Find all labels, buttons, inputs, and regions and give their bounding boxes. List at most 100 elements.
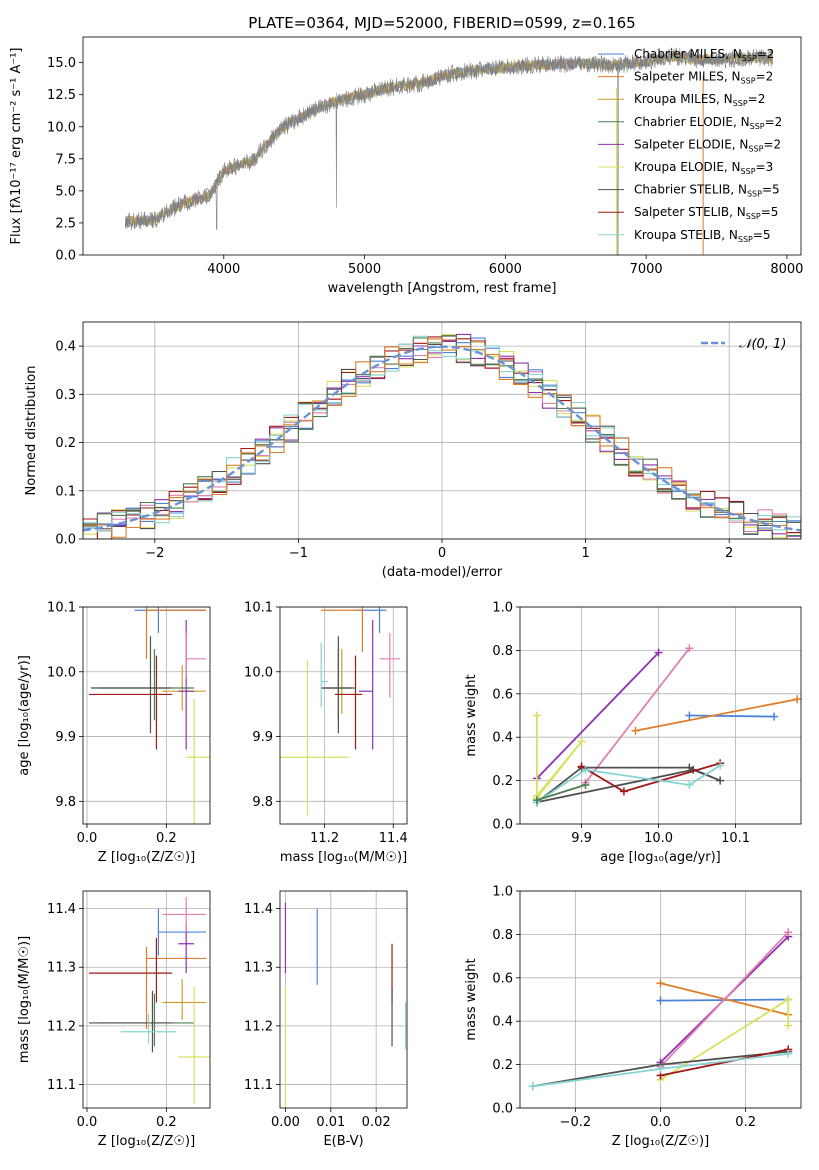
y-axis-label: mass weight (464, 674, 479, 756)
x-tick-label: 4000 (207, 262, 240, 277)
spectrum-lines (124, 47, 773, 255)
x-tick-label: 11.2 (310, 831, 339, 846)
mass-vs-Z-axes: 0.0 0.2 11.1 11.2 11.3 11.4 Z [log₁₀(Z/Z☉)] mas… (17, 890, 211, 1149)
y-tick-label: 0.6 (492, 687, 513, 702)
errorbar-group (280, 607, 401, 816)
y-tick-label: 0.3 (55, 388, 76, 403)
legend-entry: Kroupa MILES, NSSP=2 (634, 92, 765, 108)
x-tick-label: 0.02 (362, 1115, 391, 1130)
errorbar-group (88, 607, 210, 824)
y-tick-label: 11.3 (47, 961, 76, 976)
weight-line (689, 714, 775, 718)
y-tick-label: 0.0 (55, 533, 76, 548)
legend-label: Chabrier MILES, N (634, 47, 742, 61)
legend-tail: =2 (757, 47, 775, 61)
legend-label: Kroupa STELIB, N (634, 228, 738, 242)
legend-entry: Salpeter STELIB, NSSP=5 (634, 205, 778, 221)
y-tick-label: 0.0 (55, 249, 76, 264)
y-tick-label: 10.1 (47, 601, 76, 616)
y-axis-label: Flux [fλ10⁻¹⁷ erg cm⁻² s⁻¹ A⁻¹] (9, 48, 24, 245)
x-axis-label: Z [log₁₀(Z/Z☉)] (98, 850, 195, 865)
weight-line (584, 647, 691, 784)
x-axis-label: E(B-V) (323, 1134, 363, 1149)
y-tick-label: 11.1 (47, 1078, 76, 1093)
x-axis-label: wavelength [Angstrom, rest frame] (328, 281, 557, 296)
x-tick-label: 0.2 (156, 1115, 177, 1130)
observed-spectrum-line (124, 47, 773, 255)
normal-curve (83, 345, 801, 532)
legend-entry: Salpeter ELODIE, NSSP=2 (634, 137, 781, 153)
age-vs-Z-axes: 0.0 0.2 9.8 9.9 10.0 10.1 Z [log₁₀(Z/Z☉)] age [… (17, 601, 211, 865)
x-tick-label: 0.2 (735, 1115, 756, 1130)
x-tick-label: 0.0 (77, 831, 98, 846)
legend-tail: =5 (762, 183, 780, 197)
plot-frame (82, 36, 802, 256)
legend-subscript: SSP (733, 99, 748, 108)
legend-tail: =2 (756, 70, 774, 84)
y-tick-label: 10.0 (244, 665, 273, 680)
y-tick-label: 11.1 (244, 1078, 273, 1093)
y-tick-label: 10.0 (47, 665, 76, 680)
histogram-group (83, 333, 801, 539)
legend-subscript: SSP (748, 144, 763, 153)
legend-tail: =3 (756, 160, 774, 174)
legend-entry: Chabrier ELODIE, NSSP=2 (634, 115, 782, 131)
legend-entry: Salpeter MILES, NSSP=2 (634, 70, 773, 86)
x-tick-label: 6000 (489, 262, 522, 277)
y-tick-label: 5.0 (55, 184, 76, 199)
y-tick-label: 0.2 (492, 1058, 513, 1073)
x-axis-label: (data-model)/error (382, 565, 503, 580)
x-tick-label: −0.2 (560, 1115, 592, 1130)
y-tick-label: 1.0 (492, 885, 513, 900)
errorbar-group (284, 902, 407, 1108)
x-tick-label: 7000 (630, 262, 663, 277)
legend-entry: 𝒩(0, 1) (739, 337, 786, 352)
legend-tail: =5 (761, 205, 779, 219)
x-tick-label: 0.00 (271, 1115, 300, 1130)
y-tick-label: 0.0 (492, 818, 513, 833)
weight-line (660, 997, 790, 1081)
weight-line (635, 698, 798, 732)
y-tick-label: 7.5 (55, 152, 76, 167)
y-tick-label: 0.4 (55, 340, 76, 355)
weight-line (536, 651, 660, 780)
y-tick-label: 9.8 (252, 795, 273, 810)
weight-line (536, 764, 721, 804)
y-tick-label: 0.2 (55, 436, 76, 451)
x-tick-label: 2 (725, 546, 733, 561)
legend-entry: Chabrier STELIB, NSSP=5 (634, 183, 780, 199)
x-tick-label: 1 (581, 546, 589, 561)
x-tick-label: 0.0 (77, 1115, 98, 1130)
y-tick-label: 9.9 (55, 730, 76, 745)
y-tick-label: 10.0 (47, 120, 76, 135)
legend-label: Salpeter STELIB, N (634, 205, 746, 219)
x-tick-label: −2 (145, 546, 164, 561)
legend-subscript: SSP (747, 190, 762, 199)
y-axis-label: mass [log₁₀(M/M☉)] (17, 936, 32, 1063)
y-tick-label: 0.6 (492, 971, 513, 986)
y-tick-label: 0.2 (492, 774, 513, 789)
x-tick-label: 8000 (770, 262, 803, 277)
legend-subscript: SSP (750, 122, 765, 131)
y-tick-label: 2.5 (55, 216, 76, 231)
y-tick-label: 11.2 (47, 1019, 76, 1034)
y-tick-label: 0.8 (492, 928, 513, 943)
legend-label: Salpeter MILES, N (634, 70, 741, 84)
x-tick-label: 9.9 (571, 831, 592, 846)
legend-tail: =2 (765, 115, 783, 129)
y-tick-label: 0.0 (492, 1102, 513, 1117)
model-line-kroupa-miles (125, 50, 773, 227)
x-tick-label: 0.01 (316, 1115, 345, 1130)
weight-lines (532, 644, 801, 807)
weight-vs-Z-axes: −0.2 0.0 0.2 0.0 0.2 0.4 0.6 0.8 1.0 Z [log₁₀(Z/Z… (464, 885, 802, 1149)
plot-frame (82, 606, 211, 825)
plot-frame (82, 321, 802, 540)
legend-subscript: SSP (746, 212, 761, 221)
spectrum-title: PLATE=0364, MJD=52000, FIBERID=0599, z=0… (248, 14, 635, 32)
y-tick-label: 0.4 (492, 1015, 513, 1030)
legend-entry: Kroupa ELODIE, NSSP=3 (634, 160, 773, 176)
weight-lines (528, 928, 793, 1091)
y-tick-label: 11.3 (244, 961, 273, 976)
